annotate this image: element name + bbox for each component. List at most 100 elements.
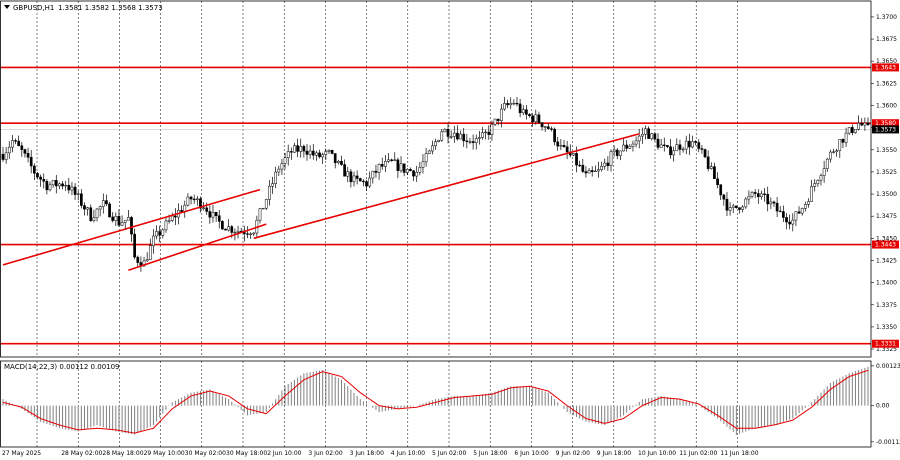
candle <box>308 145 312 159</box>
x-tick-label: 11 Jun 18:00 <box>720 450 758 457</box>
candle <box>525 105 528 120</box>
y-tick-label: 1.3375 <box>876 302 897 309</box>
trendline[interactable] <box>128 223 267 271</box>
candle <box>174 208 177 226</box>
candle <box>741 205 744 213</box>
candle <box>293 142 296 153</box>
candle <box>117 209 121 228</box>
candle <box>553 127 556 146</box>
candle <box>271 176 274 194</box>
candle <box>775 197 779 218</box>
candle <box>760 190 763 200</box>
candle <box>518 99 522 118</box>
macd-pane-frame <box>0 360 872 448</box>
candle <box>656 133 660 150</box>
trendline-layer <box>2 133 640 271</box>
candle <box>631 140 635 152</box>
candle <box>242 225 246 242</box>
candle <box>534 109 538 125</box>
candle <box>346 166 350 183</box>
candle <box>324 148 328 161</box>
current-price-label: 1.3573 <box>875 126 896 133</box>
candle <box>615 148 619 160</box>
candle <box>546 123 550 130</box>
candle <box>622 138 625 152</box>
macd-layer <box>2 366 869 435</box>
candle <box>437 139 440 143</box>
x-tick-label: 10 Jun 10:00 <box>638 450 676 457</box>
level-layer <box>0 66 871 345</box>
candle <box>289 147 293 160</box>
x-tick-label: 3 Jun 02:00 <box>308 450 342 457</box>
candle <box>101 193 105 214</box>
candle <box>73 183 77 201</box>
candle <box>36 172 39 180</box>
candle <box>23 148 27 158</box>
main-pane-frame <box>0 0 872 358</box>
candle <box>387 152 390 163</box>
candle <box>405 168 409 176</box>
candle <box>857 115 860 131</box>
candle <box>427 149 431 155</box>
candle <box>199 196 202 213</box>
candle <box>791 213 795 232</box>
candle <box>619 150 622 161</box>
candle <box>114 212 118 227</box>
x-tick-label: 6 Jun 10:00 <box>514 450 548 457</box>
candle <box>431 140 434 155</box>
candle <box>750 190 754 199</box>
candle <box>678 139 682 156</box>
candle <box>456 125 459 141</box>
candle <box>581 158 585 174</box>
candle <box>92 209 96 223</box>
candle <box>747 190 751 205</box>
candle <box>691 135 694 149</box>
candle <box>362 179 365 187</box>
candle <box>221 220 224 230</box>
candle <box>48 181 52 192</box>
candle <box>597 161 600 178</box>
candle <box>735 205 738 209</box>
x-tick-label: 30 May 18:00 <box>226 450 267 457</box>
candle <box>98 205 102 217</box>
candle <box>763 187 766 202</box>
symbol-label: GBPUSD,H1 <box>13 4 54 12</box>
candle <box>396 157 400 179</box>
candle <box>465 134 469 149</box>
candle <box>537 111 541 124</box>
candle <box>70 182 74 196</box>
candle <box>258 208 262 224</box>
candle <box>45 179 49 195</box>
candle <box>384 155 387 173</box>
candle <box>625 140 629 152</box>
candle <box>268 180 271 206</box>
candle <box>11 135 14 153</box>
candle <box>402 163 406 177</box>
candle <box>725 191 729 216</box>
candle <box>446 122 450 144</box>
candle <box>64 180 68 191</box>
trendline[interactable] <box>253 133 640 240</box>
candle <box>744 197 748 209</box>
candle <box>343 159 346 177</box>
candle <box>807 198 810 208</box>
candle <box>120 215 124 227</box>
candle <box>374 164 378 178</box>
candle <box>252 232 256 237</box>
candle <box>766 186 770 212</box>
candle <box>503 96 506 111</box>
chart-menu-triangle-icon[interactable] <box>4 5 10 9</box>
candle <box>412 170 415 182</box>
trendline[interactable] <box>2 188 261 266</box>
x-tick-label: 5 Jun 18:00 <box>473 450 507 457</box>
candle <box>838 139 842 159</box>
candle <box>772 200 776 207</box>
candle <box>17 135 21 147</box>
candle <box>208 205 212 224</box>
x-tick-label: 9 Jun 02:00 <box>556 450 590 457</box>
y-tick-label: 1.3675 <box>876 36 897 43</box>
candle <box>675 138 679 152</box>
y-tick-label: 1.3325 <box>876 346 897 353</box>
